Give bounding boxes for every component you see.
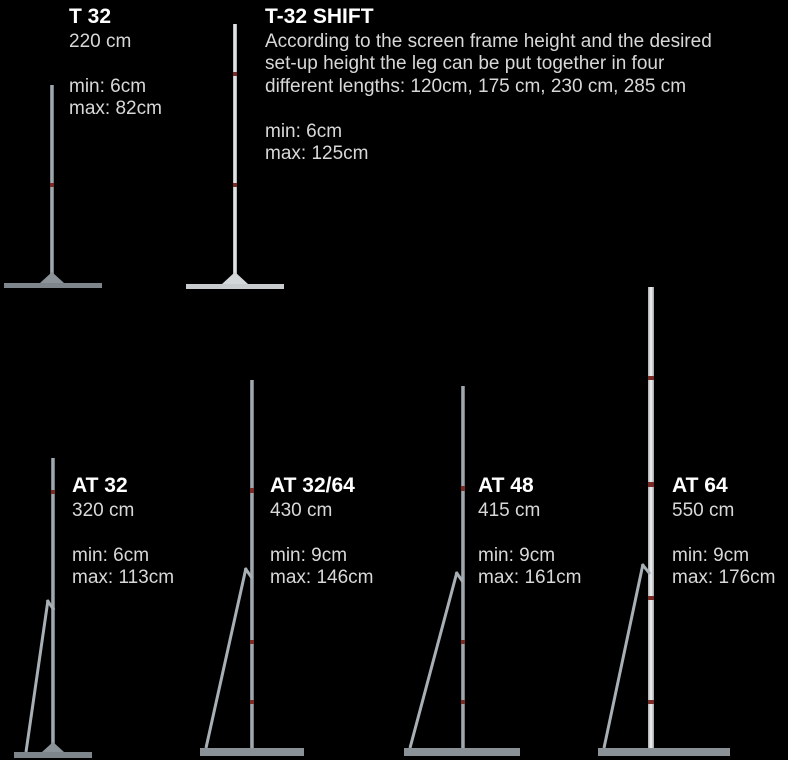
at32-title: AT 32 bbox=[72, 474, 128, 497]
t32-shift-label: T-32 SHIFT According to the screen frame… bbox=[265, 5, 712, 164]
t32-label: T 32 220 cm min: 6cm max: 82cm bbox=[69, 5, 162, 120]
at32-64-stand bbox=[200, 380, 304, 756]
at64-title: AT 64 bbox=[672, 474, 728, 497]
at64-max: max: 176cm bbox=[672, 566, 776, 588]
at32-max: max: 113cm bbox=[72, 566, 175, 588]
at32-min: min: 6cm bbox=[72, 544, 150, 566]
at64-label: AT 64 550 cm min: 9cm max: 176cm bbox=[672, 474, 775, 589]
t32-shift-description-line-1: According to the screen frame height and… bbox=[265, 31, 712, 53]
at48-title: AT 48 bbox=[478, 474, 534, 497]
at32-64-label: AT 32/64 430 cm min: 9cm max: 146cm bbox=[270, 474, 373, 589]
at48-max: max: 161cm bbox=[478, 566, 582, 588]
t32-max: max: 82cm bbox=[69, 97, 162, 119]
t32-shift-description-line-3: different lengths: 120cm, 175 cm, 230 cm… bbox=[265, 75, 687, 97]
at48-min: min: 9cm bbox=[478, 544, 556, 566]
at32-stand bbox=[14, 458, 92, 758]
t32-shift-stand bbox=[186, 24, 284, 289]
at32-label: AT 32 320 cm min: 6cm max: 113cm bbox=[72, 474, 174, 589]
at32-length: 320 cm bbox=[72, 500, 135, 522]
at64-stand bbox=[598, 287, 730, 756]
at48-label: AT 48 415 cm min: 9cm max: 161cm bbox=[478, 474, 581, 589]
at48-stand bbox=[404, 386, 520, 756]
t32-title: T 32 bbox=[69, 5, 112, 28]
at64-min: min: 9cm bbox=[672, 544, 750, 566]
at32-64-title: AT 32/64 bbox=[270, 474, 355, 497]
at32-64-length: 430 cm bbox=[270, 500, 333, 522]
t32-length: 220 cm bbox=[69, 31, 132, 53]
t32-shift-max: max: 125cm bbox=[265, 142, 369, 164]
t32-min: min: 6cm bbox=[69, 75, 147, 97]
t32-shift-description-line-2: set-up height the leg can be put togethe… bbox=[265, 53, 665, 75]
t32-shift-title: T-32 SHIFT bbox=[265, 5, 374, 28]
at48-length: 415 cm bbox=[478, 500, 541, 522]
t32-shift-min: min: 6cm bbox=[265, 120, 343, 142]
at64-length: 550 cm bbox=[672, 500, 735, 522]
at32-64-min: min: 9cm bbox=[270, 544, 348, 566]
at32-64-max: max: 146cm bbox=[270, 566, 374, 588]
t32-stand bbox=[4, 85, 102, 288]
